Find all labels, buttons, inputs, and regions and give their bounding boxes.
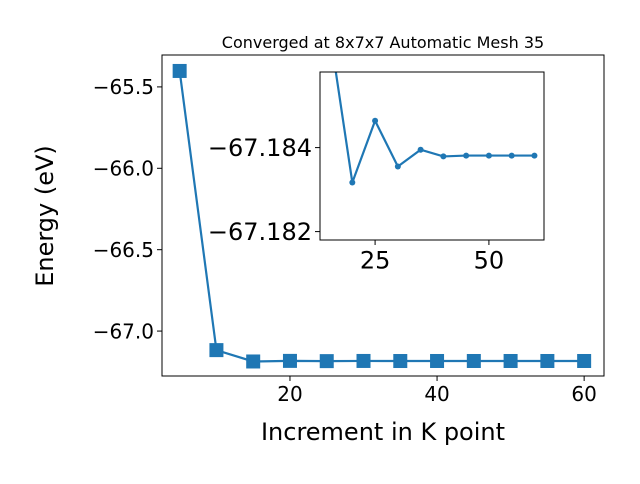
y-axis-label: Energy (eV) (31, 145, 59, 287)
y-tick-label: −65.5 (93, 75, 154, 99)
marker (372, 117, 379, 124)
x-tick-label: 60 (571, 382, 596, 406)
x-tick-label: 20 (277, 382, 302, 406)
marker (172, 63, 187, 78)
marker (503, 353, 518, 368)
plot-area (334, 72, 538, 186)
marker (463, 152, 470, 159)
marker (540, 353, 555, 368)
x-tick-label: 40 (424, 382, 449, 406)
marker (394, 163, 401, 170)
y-tick-label: −67.184 (208, 134, 312, 162)
y-tick-label: −66.5 (93, 238, 154, 262)
y-tick-label: −66.0 (93, 156, 154, 180)
marker (577, 353, 592, 368)
y-tick-label: −67.182 (208, 218, 312, 246)
marker (430, 353, 445, 368)
plot-area (172, 63, 592, 369)
x-tick-label: 25 (360, 246, 391, 274)
marker (393, 354, 408, 369)
y-tick-label: −67.0 (93, 319, 154, 343)
x-axis-label: Increment in K point (261, 418, 505, 446)
axes-frame (161, 54, 605, 377)
line (334, 72, 535, 183)
marker (417, 146, 424, 153)
marker (319, 354, 334, 369)
chart-title: Converged at 8x7x7 Automatic Mesh 35 (222, 33, 544, 52)
marker (209, 343, 224, 358)
axes-frame (319, 71, 545, 241)
x-tick-label: 50 (474, 246, 505, 274)
marker (508, 152, 515, 159)
marker (440, 153, 447, 160)
marker (349, 179, 356, 186)
marker (531, 152, 538, 159)
marker (356, 353, 371, 368)
marker (485, 152, 492, 159)
marker (282, 353, 297, 368)
marker (466, 353, 481, 368)
marker (246, 354, 261, 369)
